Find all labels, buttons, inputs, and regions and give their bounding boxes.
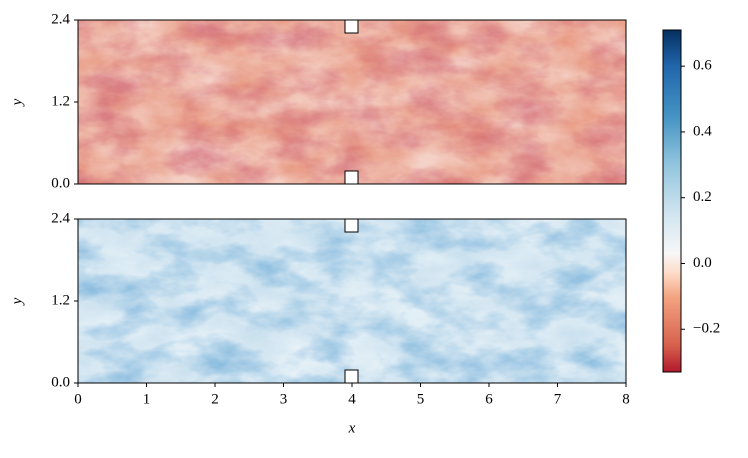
y-tick-label: 0.0 xyxy=(51,175,70,191)
x-tick-label: 6 xyxy=(485,391,493,407)
colorbar-tick-label: 0.2 xyxy=(693,189,712,205)
y-tick-label: 1.2 xyxy=(51,93,70,109)
y-tick-label: 1.2 xyxy=(51,292,70,308)
field-texture xyxy=(78,20,626,184)
x-tick-label: 7 xyxy=(554,391,562,407)
x-tick-label: 0 xyxy=(74,391,82,407)
colorbar-tick-label: 0.4 xyxy=(693,123,712,139)
obstacle xyxy=(344,19,359,34)
x-tick-label: 3 xyxy=(280,391,288,407)
x-tick-label: 8 xyxy=(622,391,630,407)
obstacle xyxy=(344,218,359,233)
colorbar-tick-label: −0.2 xyxy=(693,321,720,337)
y-axis-label: y xyxy=(9,297,25,306)
x-tick-label: 4 xyxy=(348,391,356,407)
obstacle xyxy=(344,170,359,185)
obstacle xyxy=(344,369,359,384)
y-tick-label: 2.4 xyxy=(51,11,70,27)
colorbar-tick-label: 0.6 xyxy=(693,58,712,74)
y-tick-label: 0.0 xyxy=(51,374,70,390)
x-tick-label: 5 xyxy=(417,391,425,407)
y-tick-label: 2.4 xyxy=(51,210,70,226)
x-axis-label: x xyxy=(348,420,356,436)
x-tick-label: 1 xyxy=(143,391,151,407)
colorbar xyxy=(662,29,682,373)
y-axis-label: y xyxy=(9,98,25,107)
colorbar-tick-label: 0.0 xyxy=(693,255,712,271)
field-texture xyxy=(78,219,626,383)
x-tick-label: 2 xyxy=(211,391,219,407)
